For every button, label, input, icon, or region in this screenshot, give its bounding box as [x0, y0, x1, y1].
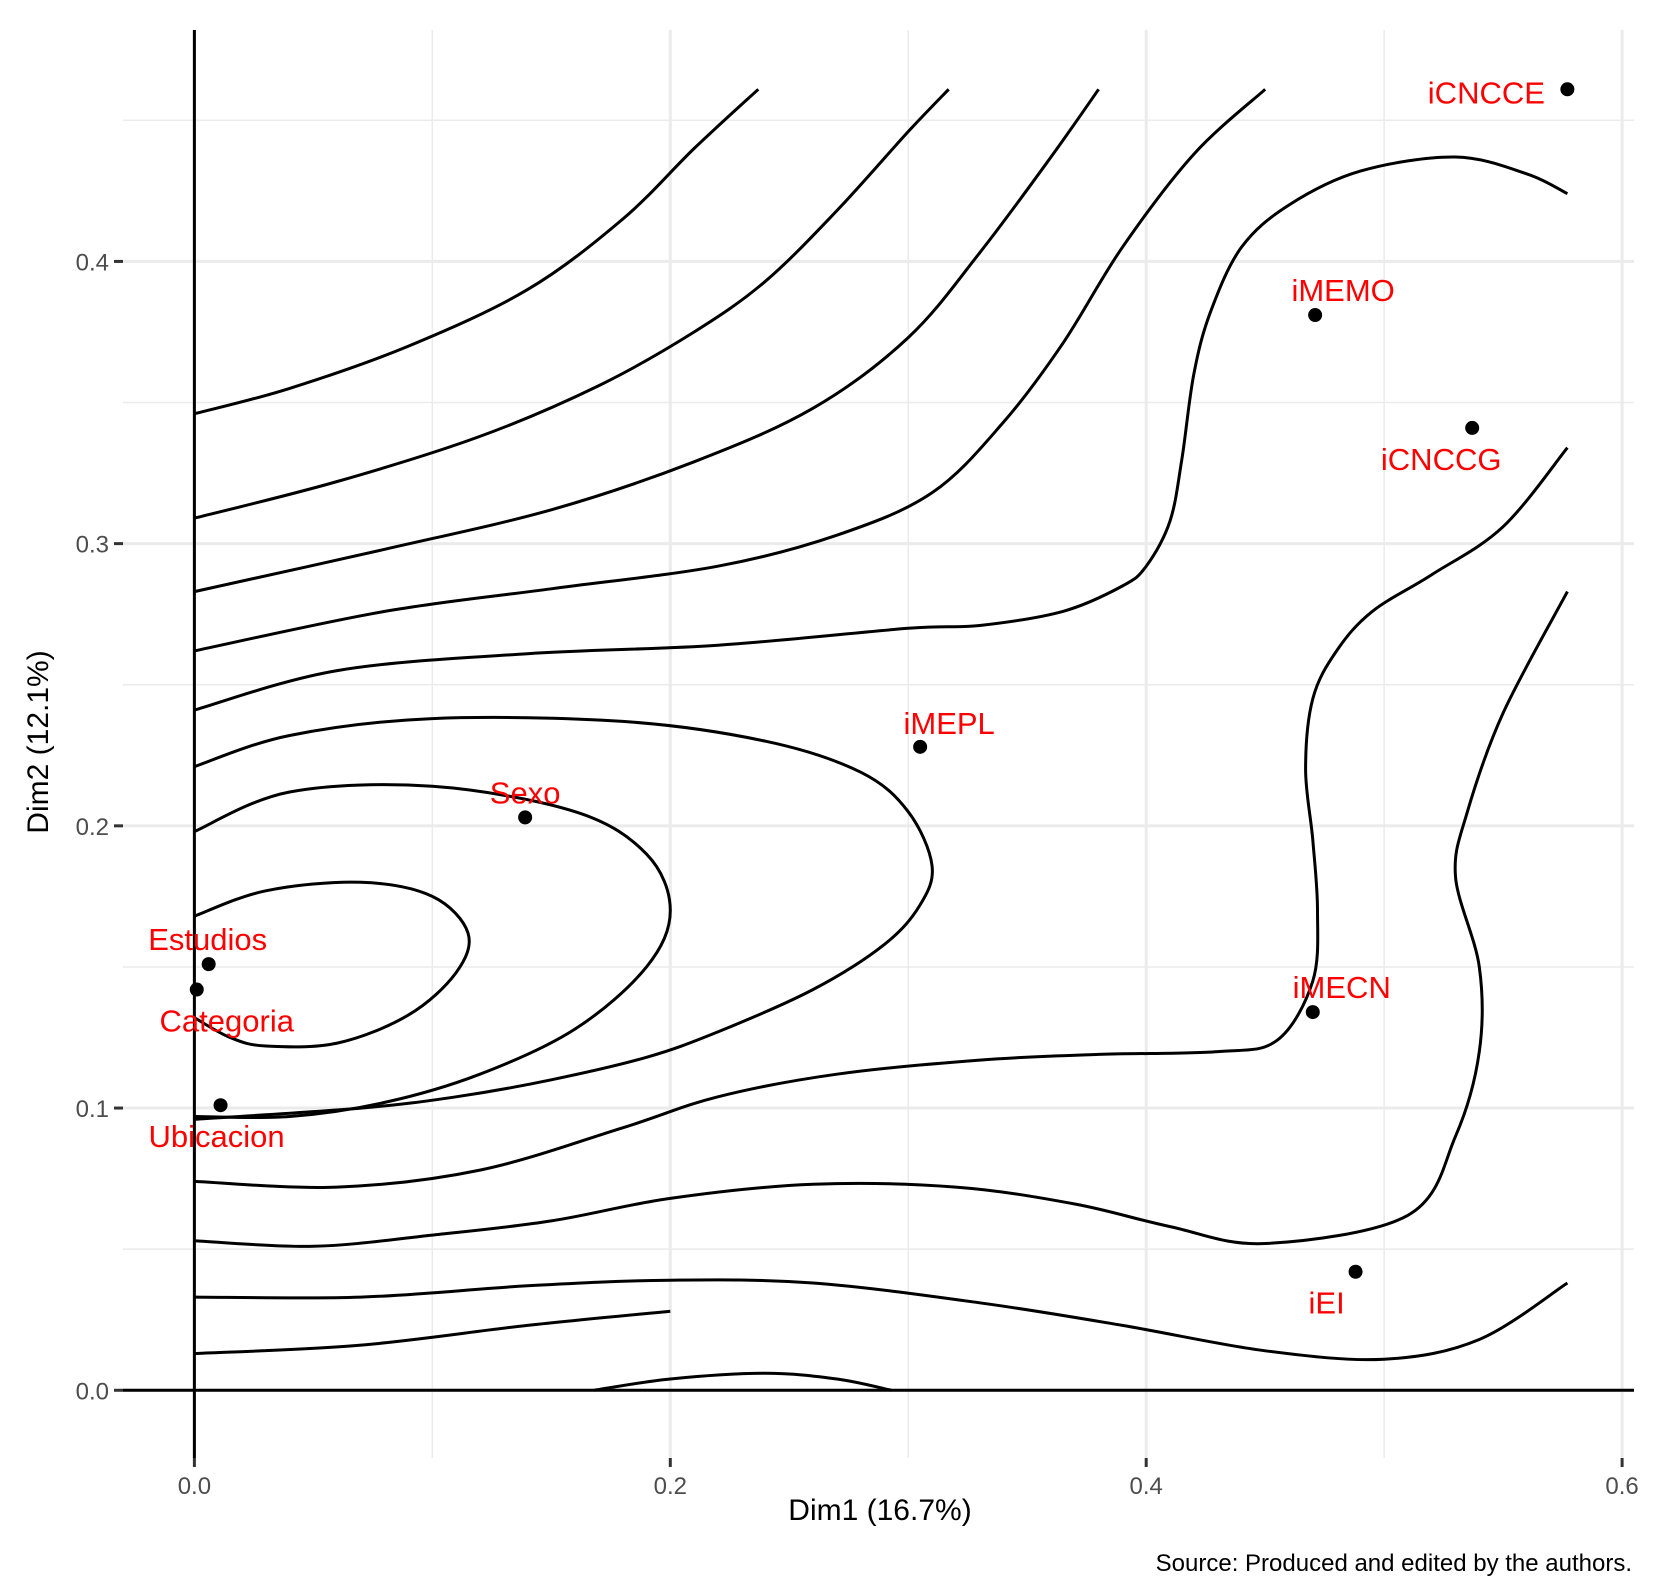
data-point [1308, 308, 1323, 323]
data-point [1348, 1264, 1363, 1279]
contour-line [194, 88, 1267, 653]
contour-line [193, 880, 471, 1049]
axes [123, 30, 1634, 1458]
contour-line [593, 1371, 892, 1392]
point-labels: iCNCCE iMEMO iCNCCG iMEPL Sexo Estudios Catego… [148, 75, 1545, 1320]
y-tick-label: 0.1 [76, 1096, 109, 1123]
contour-line [194, 88, 1100, 594]
point-label: Estudios [148, 922, 267, 957]
point-label: iEI [1309, 1286, 1345, 1321]
x-tick-label: 0.2 [654, 1473, 687, 1500]
contour-line [194, 88, 950, 520]
axis-ticks: 0.0 0.2 0.4 0.6 0.0 0.1 0.2 0.3 0.4 [76, 249, 1639, 1500]
data-point [518, 810, 533, 825]
data-point [1560, 82, 1575, 97]
point-label: Sexo [490, 775, 561, 810]
source-note: Source: Produced and edited by the autho… [1156, 1550, 1632, 1577]
point-label: iMEMO [1291, 273, 1394, 308]
contour-line [194, 446, 1569, 1189]
point-label: iMEPL [903, 706, 994, 741]
contour-line [193, 783, 672, 1120]
density-contours [193, 88, 1569, 1392]
data-point [213, 1098, 228, 1113]
data-points [189, 82, 1575, 1279]
data-point [1465, 420, 1480, 435]
point-label: iCNCCE [1428, 75, 1545, 110]
contour-line [194, 1309, 671, 1356]
point-label: Categoria [160, 1004, 295, 1039]
data-point [1305, 1005, 1320, 1020]
x-tick-label: 0.6 [1605, 1473, 1638, 1500]
x-axis-title: Dim1 (16.7%) [788, 1494, 971, 1527]
contour-line [194, 590, 1569, 1248]
x-tick-label: 0.0 [178, 1473, 211, 1500]
grid-minor [123, 30, 1634, 1458]
point-label: iCNCCG [1381, 442, 1502, 477]
y-tick-label: 0.0 [76, 1378, 109, 1405]
data-point [913, 739, 928, 754]
point-label: Ubicacion [148, 1119, 284, 1154]
y-axis-title: Dim2 (12.1%) [22, 650, 55, 833]
x-tick-label: 0.4 [1130, 1473, 1163, 1500]
y-tick-label: 0.3 [76, 532, 109, 559]
contour-line [193, 155, 1569, 712]
contour-line [193, 715, 934, 1121]
contour-line [194, 1278, 1569, 1362]
y-tick-label: 0.2 [76, 814, 109, 841]
y-tick-label: 0.4 [76, 249, 109, 276]
contour-line [194, 88, 760, 416]
data-point [189, 982, 204, 997]
point-label: iMECN [1293, 970, 1391, 1005]
data-point [201, 957, 216, 972]
